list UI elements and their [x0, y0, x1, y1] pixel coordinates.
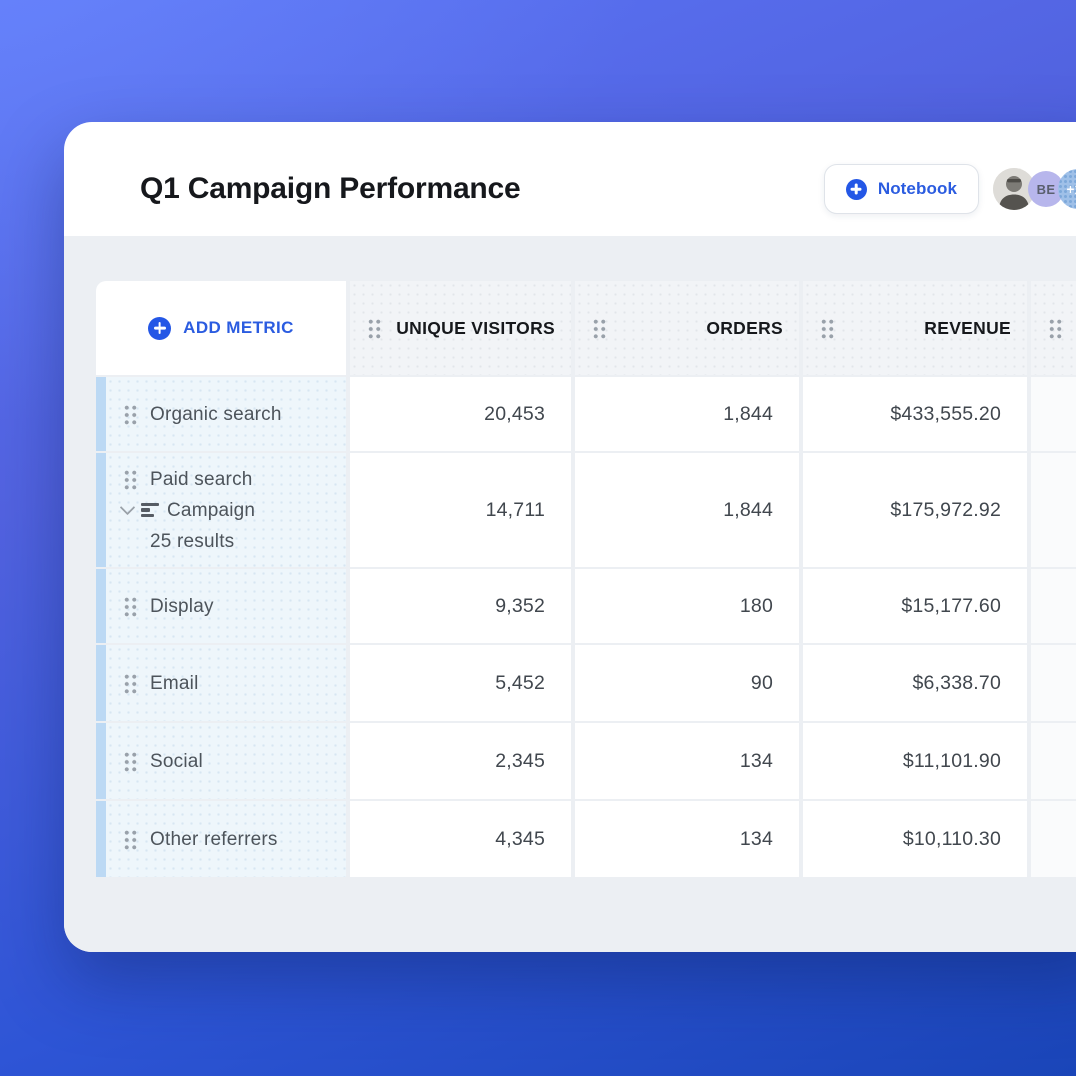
avatar-stack: BE +12	[993, 168, 1076, 210]
cell-revenue: $10,110.30	[803, 801, 1027, 877]
row-label-organic-search[interactable]: Organic search	[96, 377, 346, 451]
drag-handle-icon[interactable]	[122, 828, 137, 850]
plus-icon	[845, 178, 867, 200]
row-label-other-referrers[interactable]: Other referrers	[96, 801, 346, 877]
metric-table: ADD METRIC UNIQUE VISITORS ORDERS REVENU…	[96, 281, 1076, 877]
segment-bars-icon	[141, 502, 159, 518]
row-label-social[interactable]: Social	[96, 723, 346, 799]
drag-handle-icon[interactable]	[122, 595, 137, 617]
notebook-button-label: Notebook	[877, 179, 957, 198]
report-card: Q1 Campaign Performance Notebook	[64, 122, 1076, 952]
column-header-unique-visitors[interactable]: UNIQUE VISITORS	[350, 281, 571, 375]
cell-truncated	[1031, 377, 1076, 451]
notebook-button[interactable]: Notebook	[823, 164, 979, 214]
plus-icon	[148, 316, 172, 340]
drag-handle-icon[interactable]	[122, 672, 137, 694]
row-label-paid-search[interactable]: Paid search Campaign 25 results	[96, 453, 346, 567]
cell-orders: 1,844	[575, 377, 799, 451]
cell-orders: 134	[575, 723, 799, 799]
cell-visitors: 14,711	[350, 453, 571, 567]
header-actions: Notebook BE +12	[823, 164, 1076, 214]
cell-visitors: 20,453	[350, 377, 571, 451]
cell-revenue: $175,972.92	[803, 453, 1027, 567]
cell-revenue: $15,177.60	[803, 569, 1027, 643]
results-count: 25 results	[150, 530, 235, 552]
column-header-revenue[interactable]: REVENUE	[803, 281, 1027, 375]
cell-truncated	[1031, 453, 1076, 567]
cell-orders: 134	[575, 801, 799, 877]
cell-truncated	[1031, 569, 1076, 643]
drag-handle-icon[interactable]	[591, 317, 606, 339]
cell-visitors: 9,352	[350, 569, 571, 643]
chevron-down-icon[interactable]	[119, 499, 136, 516]
card-header: Q1 Campaign Performance Notebook	[64, 122, 1076, 236]
page-title: Q1 Campaign Performance	[140, 172, 521, 205]
cell-revenue: $6,338.70	[803, 645, 1027, 721]
drag-handle-icon[interactable]	[122, 403, 137, 425]
overflow-count-avatar[interactable]: +12	[1058, 169, 1076, 209]
add-metric-label: ADD METRIC	[183, 318, 294, 337]
drag-handle-icon[interactable]	[122, 750, 137, 772]
row-label-display[interactable]: Display	[96, 569, 346, 643]
cell-orders: 180	[575, 569, 799, 643]
row-label-email[interactable]: Email	[96, 645, 346, 721]
column-header-truncated[interactable]: A	[1031, 281, 1076, 375]
drag-handle-icon[interactable]	[122, 468, 137, 490]
cell-truncated	[1031, 645, 1076, 721]
cell-truncated	[1031, 723, 1076, 799]
add-metric-button[interactable]: ADD METRIC	[96, 281, 346, 375]
cell-visitors: 2,345	[350, 723, 571, 799]
column-header-orders[interactable]: ORDERS	[575, 281, 799, 375]
cell-orders: 90	[575, 645, 799, 721]
cell-revenue: $433,555.20	[803, 377, 1027, 451]
cell-orders: 1,844	[575, 453, 799, 567]
cell-truncated	[1031, 801, 1076, 877]
cell-revenue: $11,101.90	[803, 723, 1027, 799]
cell-visitors: 5,452	[350, 645, 571, 721]
card-body: ADD METRIC UNIQUE VISITORS ORDERS REVENU…	[64, 236, 1076, 952]
drag-handle-icon[interactable]	[1047, 317, 1062, 339]
drag-handle-icon[interactable]	[819, 317, 834, 339]
cell-visitors: 4,345	[350, 801, 571, 877]
drag-handle-icon[interactable]	[366, 317, 381, 339]
